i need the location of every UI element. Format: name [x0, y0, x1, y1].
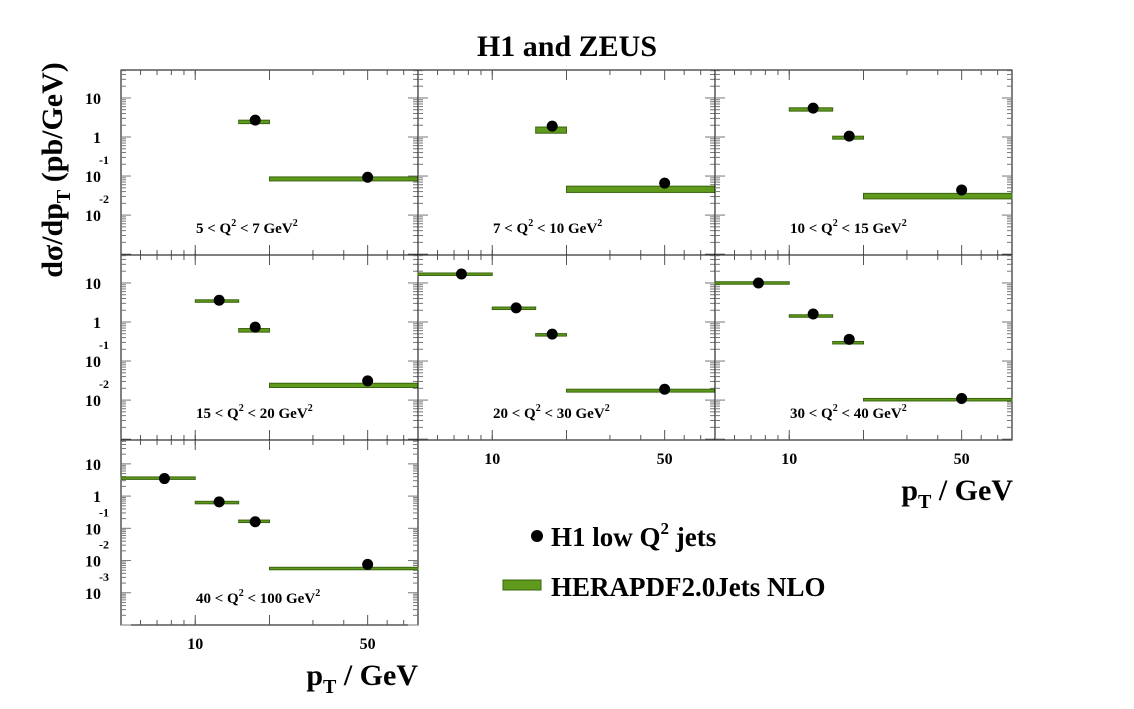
data-point: [249, 321, 261, 333]
y-tick-exponent: -2: [99, 377, 109, 391]
data-point: [362, 558, 374, 570]
x-tick-label: 10: [781, 451, 797, 468]
panel-label: 20 < Q2 < 30 GeV2: [493, 403, 610, 422]
data-point: [362, 375, 374, 387]
x-tick-label: 50: [954, 451, 970, 468]
data-point: [510, 302, 522, 314]
data-point: [956, 392, 968, 404]
theory-band: [714, 281, 790, 285]
theory-band: [269, 176, 419, 182]
data-point: [546, 120, 558, 132]
y-tick-exponent: -3: [99, 570, 109, 584]
legend-theory-label: HERAPDF2.0Jets NLO: [551, 572, 825, 602]
data-point: [546, 328, 558, 340]
panel-1: 10 1 10 -1 10 -2 5 < Q2 < 7 GeV2: [85, 69, 419, 256]
theory-band: [269, 382, 419, 389]
legend-data-marker: [531, 530, 543, 542]
y-tick-label: 10: [85, 276, 101, 293]
legend-data-label: H1 low Q2 jets: [551, 519, 716, 552]
y-tick-exponent: -1: [99, 338, 109, 352]
data-point: [843, 333, 855, 345]
panel-4: 10 1 10 -1 10 -2 15 < Q2 < 20 GeV2: [85, 254, 419, 441]
theory-band: [863, 192, 1013, 200]
y-tick-label: 10: [85, 554, 101, 571]
y-tick-exponent: -2: [99, 538, 109, 552]
y-tick-label: 10: [85, 91, 101, 108]
x-tick-label: 50: [657, 451, 673, 468]
y-tick-label: 10: [85, 521, 101, 538]
theory-band: [863, 397, 1013, 402]
y-tick-label: 10: [85, 169, 101, 186]
data-point: [362, 171, 374, 183]
theory-band: [566, 185, 716, 193]
y-tick-label: 10: [85, 457, 101, 474]
y-axis-label: dσ/dpT (pb/GeV): [36, 62, 75, 278]
panel-label: 5 < Q2 < 7 GeV2: [196, 218, 298, 237]
legend: H1 low Q2 jets HERAPDF2.0Jets NLO: [502, 519, 825, 602]
y-tick-label: 1: [93, 315, 101, 332]
x-tick-label: 10: [484, 451, 500, 468]
y-tick-label: 1: [93, 130, 101, 147]
y-tick-label: 10: [85, 586, 101, 603]
chart-title: H1 and ZEUS: [477, 30, 657, 63]
panel-label: 15 < Q2 < 20 GeV2: [196, 403, 313, 422]
data-point: [659, 177, 671, 189]
data-point: [213, 496, 225, 508]
theory-band: [566, 388, 716, 393]
x-tick-label: 10: [187, 636, 203, 653]
data-point: [843, 130, 855, 142]
panel-5: 10 50 20 < Q2 < 30 GeV2: [417, 254, 716, 468]
data-point: [249, 114, 261, 126]
y-tick-exponent: -2: [99, 192, 109, 206]
data-point: [249, 516, 261, 528]
x-tick-label: 50: [360, 636, 376, 653]
y-tick-label: 1: [93, 489, 101, 506]
y-tick-exponent: -1: [99, 153, 109, 167]
data-point: [659, 383, 671, 395]
y-tick-exponent: -1: [99, 505, 109, 519]
y-tick-label: 10: [85, 208, 101, 225]
theory-band: [269, 566, 419, 571]
y-tick-label: 10: [85, 354, 101, 371]
panel-label: 10 < Q2 < 15 GeV2: [790, 218, 907, 237]
data-point: [956, 184, 968, 196]
panel-3: 10 < Q2 < 15 GeV2: [714, 69, 1013, 256]
panel-label: 7 < Q2 < 10 GeV2: [493, 218, 602, 237]
data-point: [807, 308, 819, 320]
data-point: [158, 473, 170, 485]
data-point: [807, 102, 819, 114]
x-axis-label-bottom: pT / GeV: [306, 659, 418, 698]
panel-6: 10 50 30 < Q2 < 40 GeV2: [714, 254, 1013, 468]
data-point: [752, 277, 764, 289]
data-point: [213, 294, 225, 306]
theory-band: [120, 476, 196, 480]
y-tick-label: 10: [85, 393, 101, 410]
legend-theory-marker: [502, 579, 542, 591]
data-point: [455, 268, 467, 280]
panel-label: 30 < Q2 < 40 GeV2: [790, 403, 907, 422]
theory-band: [417, 272, 493, 276]
panel-2: 7 < Q2 < 10 GeV2: [417, 69, 716, 256]
panel-label: 40 < Q2 < 100 GeV2: [196, 588, 320, 607]
x-axis-label-right: pT / GeV: [901, 474, 1013, 513]
